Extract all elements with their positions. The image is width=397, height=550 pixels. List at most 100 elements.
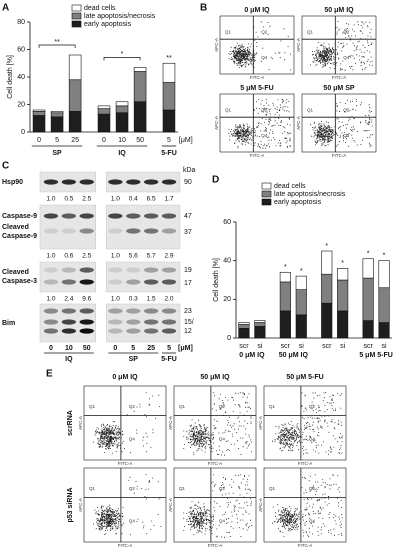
quantification: 0.3 [129,296,138,303]
flow-y-label: APC-A [258,498,263,512]
blot-band [61,279,77,285]
event-cloud [228,99,292,149]
quadrant-label: Q1 [89,404,96,409]
quadrant-label: Q1 [225,29,232,34]
flow-plot-frame [173,467,257,543]
x-tick-label: 5 [55,137,59,144]
flow-y-label: APC-A [168,416,173,430]
blot-band [43,213,59,219]
bar-segment [97,105,111,109]
flow-title: 50 μM 5-FU [286,374,323,381]
flow-plot-frame [83,467,167,543]
x-tick-label: si [382,343,388,350]
kda-unit: kDa [183,167,196,174]
y-tick-label: 60 [223,219,231,226]
quadrant-label: Q2 [219,486,226,491]
flow-title: 5 μM 5-FU [240,85,273,92]
y-axis-label: Cell death [%] [7,55,14,99]
x-tick-label: si [299,343,305,350]
quantification: 1.0 [46,296,55,303]
panel-letter: D [212,175,219,186]
flow-title: 0 μM IQ [112,374,138,381]
bar-segment [133,71,147,103]
panel-letter: C [2,161,9,172]
blot-band [143,179,159,185]
group-label: 50 μM IQ [279,352,309,359]
blot-band [61,319,77,325]
treatment-label: SP [129,356,139,363]
x-tick-label: scr [239,343,249,350]
flow-y-label: APC-A [214,116,219,130]
blot-band [61,213,77,219]
quadrant-label: Q4 [129,518,136,523]
kda-marker: 19 [184,267,192,274]
blot-band [161,279,177,285]
quantification: 6.5 [147,196,156,203]
legend-swatch [261,182,272,190]
flow-title: 50 μM SP [323,85,354,92]
x-tick-label: scr [281,343,291,350]
blot-row-label: Cleaved [2,269,29,276]
flow-title: 50 μM IQ [200,374,230,381]
flow-y-label: APC-A [296,116,301,130]
flow-y-label: APC-A [296,38,301,52]
y-tick-label: 40 [17,74,25,81]
x-tick-label: 10 [118,137,126,144]
blot-band [126,279,141,285]
flow-y-label: APC-A [258,416,263,430]
bar-segment [238,324,250,329]
blot-band [161,228,177,234]
x-tick-label: 0 [37,137,41,144]
event-cloud [310,99,373,148]
kda-marker: 37 [184,229,192,236]
quadrant-label: Q1 [269,404,276,409]
y-tick-label: 40 [223,258,231,265]
blot-band [108,179,123,185]
blot-membrane [39,261,96,293]
blot-band [143,228,159,234]
bar-segment [321,273,333,304]
blot-band [79,179,94,185]
quadrant-label: Q2 [309,404,316,409]
blot-row-label: Cleaved [2,224,29,231]
blot-band [79,228,94,234]
y-axis-label: Cell death [%] [213,258,220,302]
y-tick-label: 20 [223,296,231,303]
bar-segment [337,268,349,281]
quadrant-label: Q2 [129,486,136,491]
kda-marker: 23 [184,308,192,315]
lane-label: 0 [49,345,53,352]
flow-plot-frame [83,385,167,461]
unit-label: [μM] [179,137,193,144]
blot-band [61,228,77,234]
legend-swatch [71,20,82,28]
flow-y-label: APC-A [168,498,173,512]
x-tick-label: 50 [136,137,144,144]
panel-letter: E [46,369,53,380]
blot-membrane [39,204,96,250]
blot-band [161,308,177,314]
blot-band [161,267,177,273]
legend-label: dead cells [84,5,116,12]
group-label: 5 μM 5-FU [359,352,392,359]
legend-label: early apoptosis [84,21,132,28]
quantification: 0.6 [64,253,73,260]
bar-segment [133,67,147,72]
event-cloud [93,392,161,454]
significance-mark: * [300,268,303,275]
bar-segment [115,105,129,114]
quadrant-label: Q1 [269,486,276,491]
quadrant-label: Q4 [261,133,268,138]
y-tick-label: 0 [227,335,231,342]
quadrant-label: Q4 [129,436,136,441]
blot-band [161,328,177,334]
significance-mark: * [383,253,386,260]
blot-band [161,179,177,185]
flow-x-label: FITC-A [332,75,347,80]
blot-row-label: Caspase-9 [2,213,37,220]
quantification: 2.0 [165,296,174,303]
quantification: 2.4 [64,296,73,303]
flow-plot-frame [263,467,347,543]
blot-band [43,308,59,314]
